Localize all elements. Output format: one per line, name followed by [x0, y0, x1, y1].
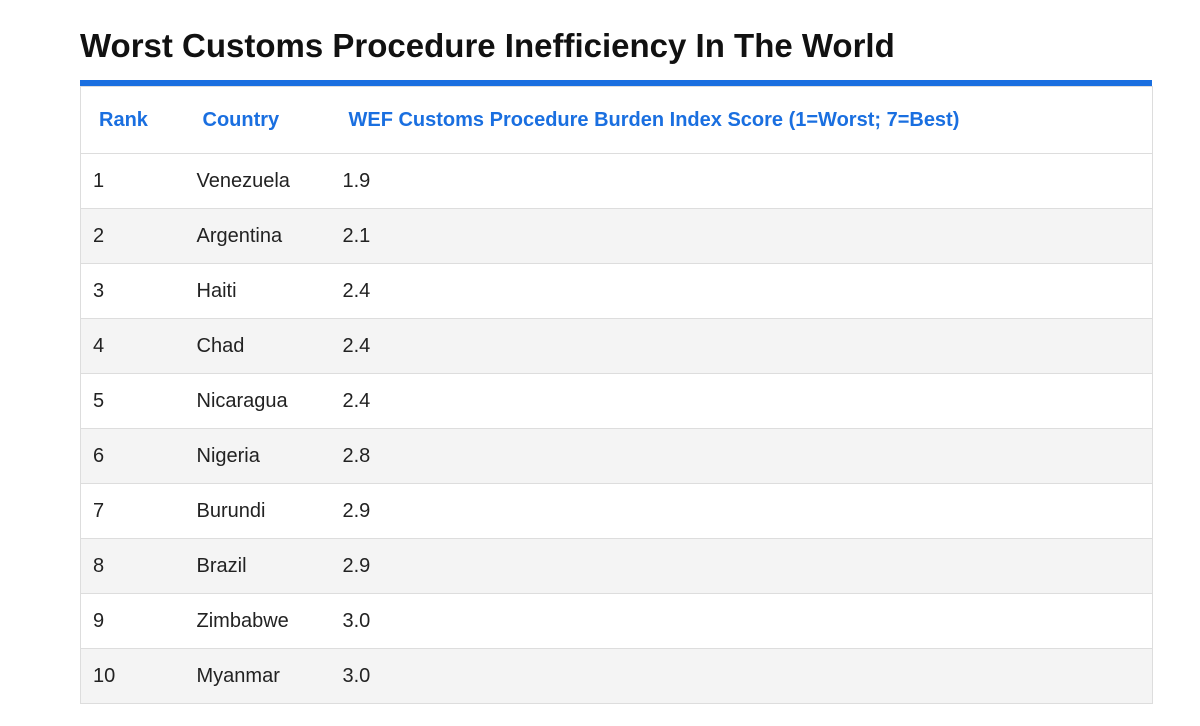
- table-row: 6 Nigeria 2.8: [80, 428, 1153, 484]
- cell-rank: 3: [80, 263, 185, 319]
- table-row: 1 Venezuela 1.9: [80, 153, 1153, 209]
- cell-rank: 9: [80, 593, 185, 649]
- cell-score: 2.9: [330, 483, 1153, 539]
- cell-score: 3.0: [330, 593, 1153, 649]
- cell-country: Argentina: [184, 208, 331, 264]
- data-table-container: Rank Country WEF Customs Procedure Burde…: [80, 80, 1153, 704]
- cell-score: 2.4: [330, 263, 1153, 319]
- column-header-score: WEF Customs Procedure Burden Index Score…: [330, 86, 1153, 154]
- cell-score: 2.4: [330, 373, 1153, 429]
- table-row: 7 Burundi 2.9: [80, 483, 1153, 539]
- table-row: 5 Nicaragua 2.4: [80, 373, 1153, 429]
- cell-country: Nigeria: [184, 428, 331, 484]
- cell-score: 2.1: [330, 208, 1153, 264]
- column-header-country: Country: [184, 86, 331, 154]
- data-table: Rank Country WEF Customs Procedure Burde…: [80, 86, 1153, 704]
- cell-rank: 6: [80, 428, 185, 484]
- cell-rank: 10: [80, 648, 185, 704]
- cell-rank: 2: [80, 208, 185, 264]
- cell-country: Chad: [184, 318, 331, 374]
- cell-rank: 8: [80, 538, 185, 594]
- table-row: 10 Myanmar 3.0: [80, 648, 1153, 704]
- page-title: Worst Customs Procedure Inefficiency In …: [80, 27, 895, 64]
- cell-score: 2.4: [330, 318, 1153, 374]
- table-header-row: Rank Country WEF Customs Procedure Burde…: [80, 86, 1153, 154]
- cell-rank: 7: [80, 483, 185, 539]
- table-row: 8 Brazil 2.9: [80, 538, 1153, 594]
- table-row: 2 Argentina 2.1: [80, 208, 1153, 264]
- column-header-rank: Rank: [80, 86, 185, 154]
- cell-score: 2.8: [330, 428, 1153, 484]
- table-row: 4 Chad 2.4: [80, 318, 1153, 374]
- table-row: 3 Haiti 2.4: [80, 263, 1153, 319]
- cell-country: Haiti: [184, 263, 331, 319]
- cell-rank: 4: [80, 318, 185, 374]
- cell-rank: 5: [80, 373, 185, 429]
- cell-country: Nicaragua: [184, 373, 331, 429]
- cell-rank: 1: [80, 153, 185, 209]
- cell-score: 1.9: [330, 153, 1153, 209]
- cell-country: Venezuela: [184, 153, 331, 209]
- cell-score: 3.0: [330, 648, 1153, 704]
- cell-country: Burundi: [184, 483, 331, 539]
- table-row: 9 Zimbabwe 3.0: [80, 593, 1153, 649]
- cell-score: 2.9: [330, 538, 1153, 594]
- cell-country: Myanmar: [184, 648, 331, 704]
- cell-country: Brazil: [184, 538, 331, 594]
- cell-country: Zimbabwe: [184, 593, 331, 649]
